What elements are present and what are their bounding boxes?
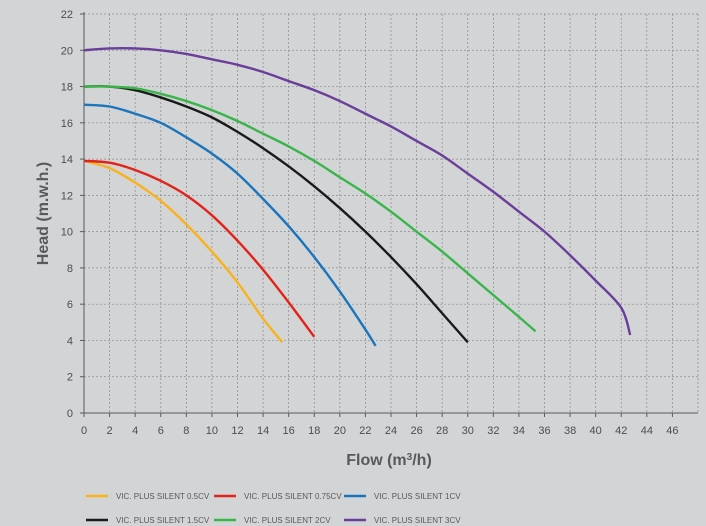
y-axis-title: Head (m.w.h.) [35,162,52,265]
x-tick-label: 40 [590,425,602,437]
x-tick-label: 44 [641,425,653,437]
y-tick-label: 8 [67,263,73,275]
x-tick-label: 30 [462,425,474,437]
x-tick-label: 24 [385,425,397,437]
series-line [83,103,377,347]
y-tick-label: 6 [67,299,73,311]
y-tick-label: 16 [61,118,73,130]
series-line [83,159,316,338]
legend-label: VIC. PLUS SILENT 0.75CV [244,492,342,501]
legend-label: VIC. PLUS SILENT 0.5CV [116,492,210,501]
y-tick-label: 12 [61,190,73,202]
y-tick-label: 0 [67,408,73,420]
x-tick-label: 0 [81,425,87,437]
x-tick-label: 8 [183,425,189,437]
series-line [83,85,537,333]
x-tick-label: 16 [283,425,295,437]
x-tick-label: 12 [231,425,243,437]
legend-label: VIC. PLUS SILENT 1.5CV [116,516,210,525]
x-tick-label: 18 [308,425,320,437]
legend-label: VIC. PLUS SILENT 1CV [374,492,461,501]
y-tick-label: 10 [61,227,73,239]
x-tick-label: 4 [132,425,138,437]
y-tick-label: 4 [67,335,73,347]
x-tick-label: 22 [359,425,371,437]
y-tick-label: 18 [61,82,73,94]
x-tick-label: 28 [436,425,448,437]
x-tick-label: 10 [206,425,218,437]
y-tick-label: 14 [61,154,73,166]
x-tick-label: 46 [666,425,678,437]
x-tick-label: 26 [410,425,422,437]
legend-label: VIC. PLUS SILENT 2CV [244,516,331,525]
x-tick-label: 38 [564,425,576,437]
x-tick-label: 36 [538,425,550,437]
x-tick-label: 32 [487,425,499,437]
x-tick-label: 20 [334,425,346,437]
series-line [83,159,284,344]
legend-label: VIC. PLUS SILENT 3CV [374,516,461,525]
x-tick-label: 14 [257,425,269,437]
x-tick-label: 2 [107,425,113,437]
x-tick-label: 34 [513,425,525,437]
x-tick-label: 42 [615,425,627,437]
y-tick-label: 2 [67,372,73,384]
series-line [83,47,632,336]
x-tick-label: 6 [158,425,164,437]
y-tick-label: 22 [61,9,73,21]
y-tick-label: 20 [61,45,73,57]
series-line [83,85,469,344]
x-axis-title: Flow (m3/h) [346,452,432,470]
